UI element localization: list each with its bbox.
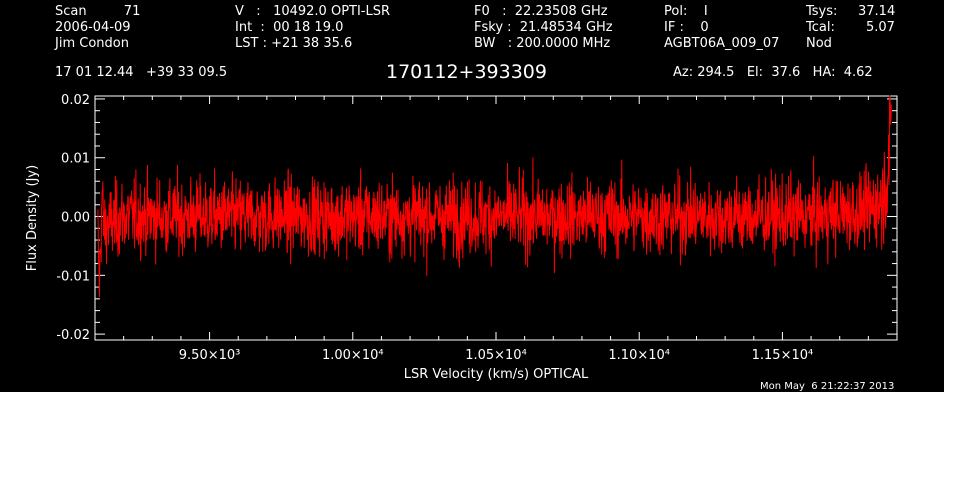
y-tick-label: 0.01 (61, 152, 90, 167)
project-line: AGBT06A_009_07 (664, 36, 780, 51)
date-line: 2006-04-09 (55, 20, 131, 35)
x-tick-label: 9.50×10³ (179, 348, 241, 363)
fsky-line: Fsky : 21.48534 GHz (474, 20, 613, 35)
source-coordinates: 17 01 12.44 +39 33 09.5 (55, 65, 228, 80)
x-tick-label: 1.05×10⁴ (465, 348, 527, 363)
x-tick-label: 1.00×10⁴ (322, 348, 384, 363)
x-tick-label: 1.10×10⁴ (608, 348, 670, 363)
tcal-value: 5.07 (866, 20, 895, 35)
spectrum-trace (97, 95, 892, 298)
y-tick-label: 0.02 (61, 93, 90, 108)
x-axis-label: LSR Velocity (km/s) OPTICAL (404, 367, 589, 382)
y-tick-label: -0.02 (56, 328, 90, 343)
f0-line: F0 : 22.23508 GHz (474, 4, 608, 19)
y-tick-label: 0.00 (61, 211, 90, 226)
procedure-label: Nod (806, 36, 832, 51)
pol-line: Pol: I (664, 4, 708, 19)
y-axis-label: Flux Density (Jy) (25, 165, 40, 271)
bw-line: BW : 200.0000 MHz (474, 36, 611, 51)
plot-timestamp: Mon May 6 21:22:37 2013 (760, 381, 895, 392)
lst-line: LST : +21 38 35.6 (235, 36, 353, 51)
tcal-label: Tcal: (806, 20, 835, 35)
source-name: 170112+393309 (386, 61, 547, 83)
scan-line: Scan 71 (55, 4, 141, 19)
x-tick-label: 1.15×10⁴ (752, 348, 814, 363)
y-tick-label: -0.01 (56, 269, 90, 284)
if-line: IF : 0 (664, 20, 709, 35)
observer-line: Jim Condon (55, 36, 129, 51)
tsys-label: Tsys: (806, 4, 838, 19)
tsys-value: 37.14 (858, 4, 896, 19)
integration-line: Int : 00 18 19.0 (235, 20, 344, 35)
spectrum-chart: 9.50×10³ 1.00×10⁴ 1.05×10⁴ 1.10×10⁴ 1.15×10⁴… (25, 93, 898, 382)
az-el-ha: Az: 294.5 El: 37.6 HA: 4.62 (673, 65, 873, 80)
velocity-line: V : 10492.0 OPTI-LSR (235, 4, 391, 19)
